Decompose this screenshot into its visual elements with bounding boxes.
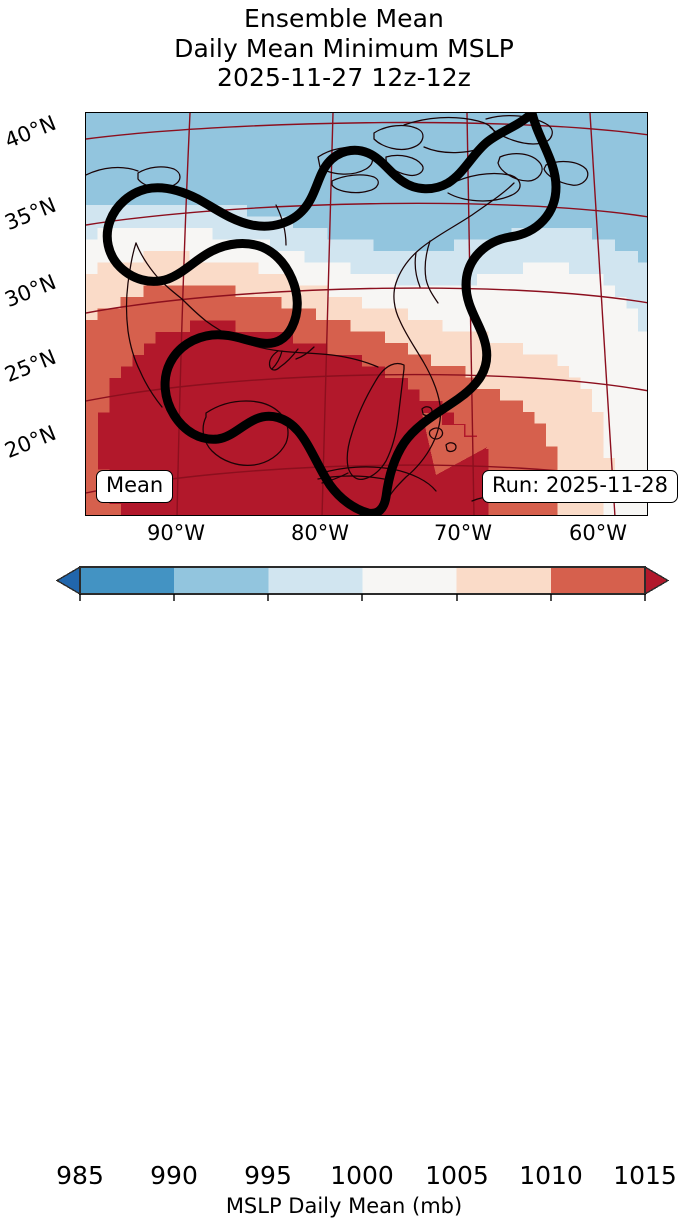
thick-mslp-contour xyxy=(102,113,561,515)
cb-tick-1000: 1000 xyxy=(330,1161,394,1190)
lon-label-80w: 80°W xyxy=(291,521,349,545)
map-canvas xyxy=(86,113,647,515)
map-panel[interactable] xyxy=(85,112,648,516)
mean-label-box[interactable]: Mean xyxy=(96,470,174,504)
cb-tick-1010: 1010 xyxy=(519,1161,583,1190)
lat-label-20n: 20°N xyxy=(1,420,60,463)
weather-map-figure: Ensemble Mean Daily Mean Minimum MSLP 20… xyxy=(0,4,688,1218)
lon-label-60w: 60°W xyxy=(569,521,627,545)
lon-label-70w: 70°W xyxy=(434,521,492,545)
figure-title: Ensemble Mean Daily Mean Minimum MSLP 20… xyxy=(0,4,688,93)
colorbar-graphic xyxy=(55,565,670,601)
cb-tick-995: 995 xyxy=(244,1161,292,1190)
lat-label-30n: 30°N xyxy=(1,269,60,312)
cb-tick-990: 990 xyxy=(150,1161,198,1190)
lat-label-35n: 35°N xyxy=(1,192,60,235)
lat-label-25n: 25°N xyxy=(1,344,60,387)
title-line-1: Ensemble Mean xyxy=(244,4,444,33)
colorbar[interactable]: 985 990 995 1000 1005 1010 1015 MSLP Dai… xyxy=(0,560,688,1218)
cb-tick-985: 985 xyxy=(56,1161,104,1190)
lon-label-90w: 90°W xyxy=(147,521,205,545)
run-date-box[interactable]: Run: 2025-11-28 xyxy=(481,470,678,504)
title-line-2: Daily Mean Minimum MSLP xyxy=(174,33,514,63)
cb-tick-1015: 1015 xyxy=(613,1161,677,1190)
lat-label-40n: 40°N xyxy=(1,110,60,153)
cb-tick-1005: 1005 xyxy=(425,1161,489,1190)
title-line-3: 2025-11-27 12z-12z xyxy=(217,63,471,92)
map-graphics xyxy=(86,113,647,515)
colorbar-axis-label: MSLP Daily Mean (mb) xyxy=(225,1194,463,1218)
